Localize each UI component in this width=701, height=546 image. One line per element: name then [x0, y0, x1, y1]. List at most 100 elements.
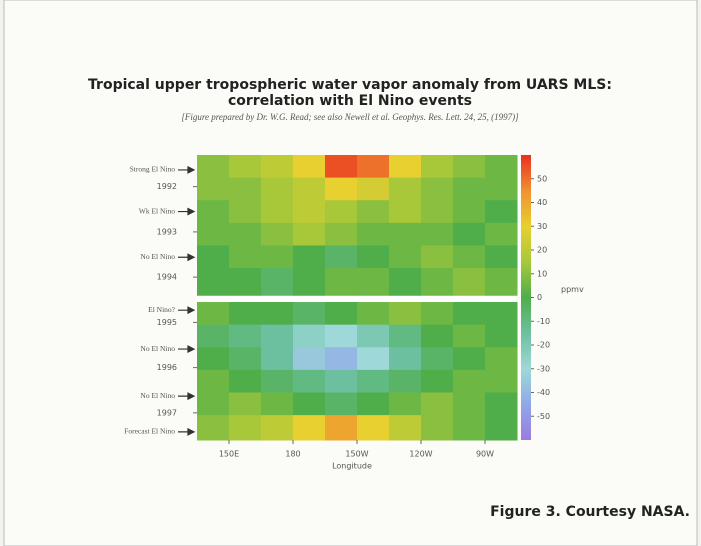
heat-cell — [421, 245, 454, 269]
heat-cell — [421, 302, 454, 326]
heat-cell — [453, 302, 486, 326]
x-tick-label: 120W — [409, 450, 432, 459]
annotation: Wk El Nino — [139, 206, 175, 215]
heat-cell — [421, 155, 454, 179]
heat-cell — [421, 324, 454, 348]
heat-cell — [261, 302, 294, 326]
heat-cell — [229, 347, 262, 371]
heat-cell — [197, 222, 230, 246]
y-tick-label: 1995 — [157, 318, 177, 327]
heat-cell — [229, 245, 262, 269]
heat-cell — [389, 222, 422, 246]
annotation-arrow — [178, 345, 196, 354]
heat-cell — [261, 268, 294, 296]
heat-cell — [453, 324, 486, 348]
heat-cell — [453, 268, 486, 296]
heat-cell — [453, 369, 486, 393]
colorbar-tick-label: 40 — [537, 198, 547, 207]
heat-cell — [229, 324, 262, 348]
heat-cell — [293, 302, 326, 326]
annotation: No El Nino — [140, 252, 175, 261]
heat-cell — [357, 177, 390, 201]
heat-cell — [325, 347, 358, 371]
heat-cell — [389, 268, 422, 296]
heat-cell — [325, 155, 358, 179]
heat-cell — [229, 302, 262, 326]
heat-cell — [389, 392, 422, 416]
heat-cell — [389, 155, 422, 179]
heat-cell — [229, 200, 262, 224]
heat-cell — [325, 415, 358, 441]
heat-cell — [421, 369, 454, 393]
heat-cell — [453, 155, 486, 179]
heat-cell — [293, 369, 326, 393]
annotation: Strong El Nino — [130, 165, 176, 174]
heat-cell — [261, 200, 294, 224]
heat-cell — [485, 347, 518, 371]
heat-cell — [197, 177, 230, 201]
caption: Figure 3. Courtesy NASA. — [490, 504, 690, 520]
annotation: No El Nino — [140, 344, 175, 353]
heat-cell — [485, 222, 518, 246]
heat-cell — [261, 347, 294, 371]
heat-cell — [485, 200, 518, 224]
heat-cell — [485, 324, 518, 348]
colorbar — [521, 155, 531, 440]
colorbar-label: ppmv — [561, 285, 584, 294]
heat-cell — [197, 268, 230, 296]
heat-cell — [261, 324, 294, 348]
heat-cell — [389, 369, 422, 393]
heat-cell — [453, 200, 486, 224]
annotation-arrow — [178, 165, 196, 174]
heat-cell — [197, 392, 230, 416]
heat-cell — [325, 177, 358, 201]
heat-cell — [421, 222, 454, 246]
heat-cell — [453, 347, 486, 371]
heat-cell — [293, 324, 326, 348]
y-tick-label: 1992 — [157, 182, 177, 191]
x-tick-label: 150E — [219, 450, 239, 459]
heat-cell — [325, 369, 358, 393]
annotation-arrow — [178, 392, 196, 401]
heat-cell — [293, 222, 326, 246]
heat-cell — [485, 415, 518, 441]
heat-cell — [197, 415, 230, 441]
heat-cell — [357, 245, 390, 269]
heat-cell — [485, 268, 518, 296]
heat-cell — [357, 392, 390, 416]
heat-cell — [389, 177, 422, 201]
heat-cell — [261, 155, 294, 179]
heat-cell — [453, 222, 486, 246]
chart-title-line2: correlation with El Nino events — [228, 93, 472, 109]
heat-cell — [261, 177, 294, 201]
heat-cell — [485, 392, 518, 416]
heat-cell — [389, 324, 422, 348]
heat-cell — [421, 347, 454, 371]
heat-cell — [293, 200, 326, 224]
annotation: Forecast El Nino — [124, 427, 175, 436]
annotation-arrow — [178, 207, 196, 216]
y-tick-label: 1994 — [157, 273, 177, 282]
heat-cell — [325, 268, 358, 296]
heat-cell — [357, 268, 390, 296]
heat-cell — [293, 347, 326, 371]
heat-cell — [357, 369, 390, 393]
heat-cell — [325, 302, 358, 326]
annotation-arrow — [178, 253, 196, 262]
heat-cell — [261, 245, 294, 269]
x-axis-label: Longitude — [332, 462, 372, 471]
heat-cell — [261, 415, 294, 441]
heat-cell — [485, 155, 518, 179]
heat-cell — [293, 177, 326, 201]
colorbar-tick-label: 0 — [537, 293, 542, 302]
heat-cell — [357, 222, 390, 246]
heat-cell — [421, 268, 454, 296]
heat-cell — [453, 177, 486, 201]
heat-cell — [261, 392, 294, 416]
heat-cell — [293, 392, 326, 416]
heat-cell — [421, 177, 454, 201]
heat-cell — [357, 415, 390, 441]
heat-cell — [229, 369, 262, 393]
heat-cell — [293, 245, 326, 269]
